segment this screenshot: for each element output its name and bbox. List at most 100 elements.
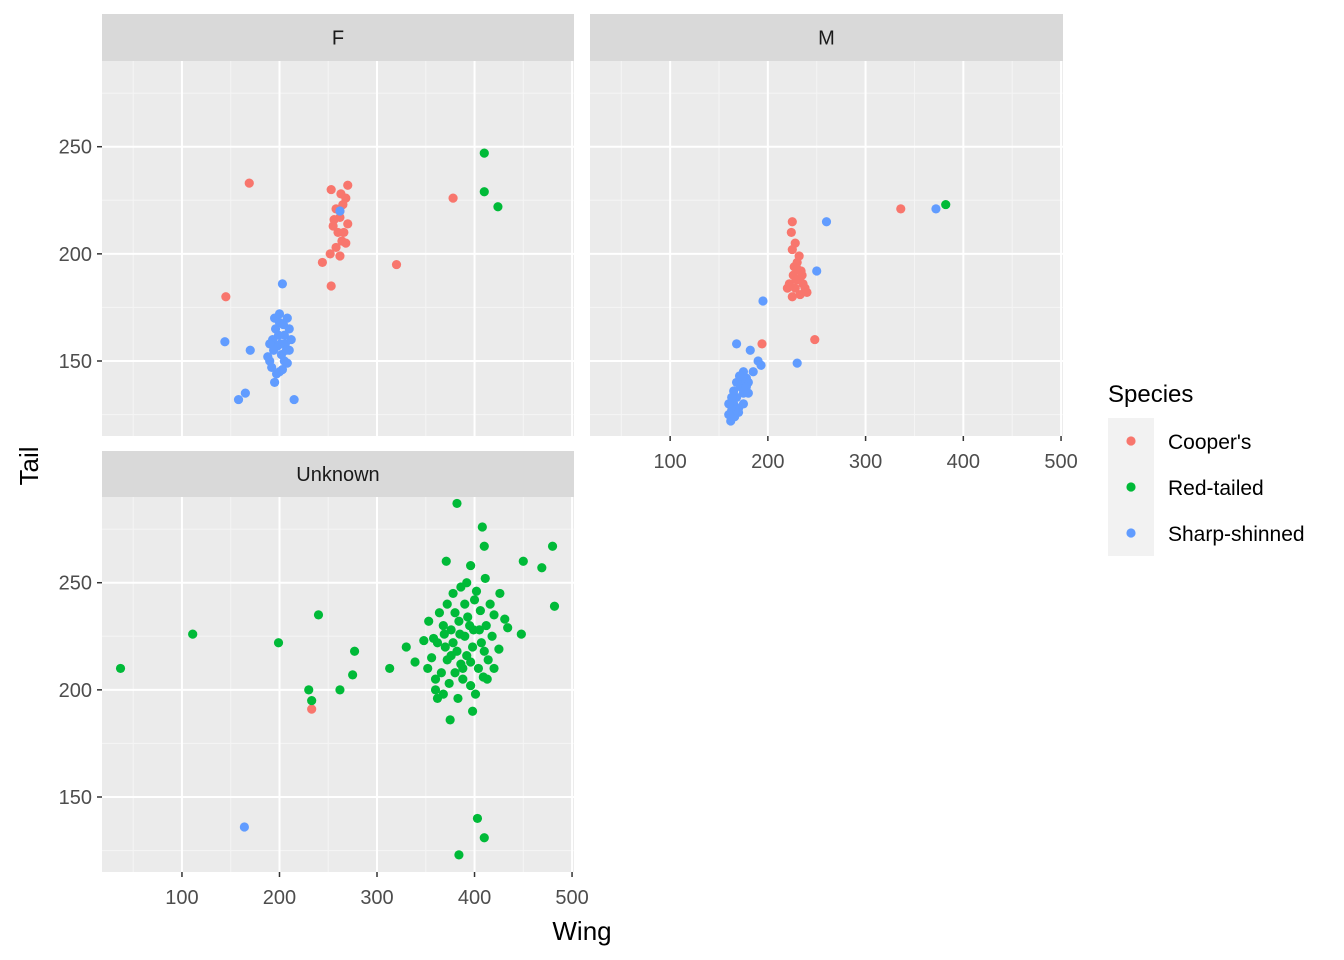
data-point [782, 283, 793, 293]
data-point [787, 217, 797, 227]
data-point [931, 204, 941, 214]
data-point [274, 309, 285, 319]
legend-label: Red-tailed [1168, 477, 1264, 500]
data-point [489, 663, 499, 674]
data-point [734, 371, 745, 381]
data-point [731, 339, 742, 349]
data-point [331, 242, 341, 253]
data-point [470, 689, 481, 699]
data-point [335, 685, 345, 695]
data-point [391, 259, 402, 270]
data-point [339, 227, 349, 238]
data-point [790, 283, 800, 293]
data-point [469, 595, 480, 605]
data-point [547, 541, 558, 551]
data-point [458, 674, 468, 684]
series-sharp-shinned [724, 204, 941, 426]
data-point [445, 715, 455, 725]
y-tick-label: 150 [59, 787, 92, 809]
data-point [479, 646, 489, 656]
data-point [450, 668, 460, 678]
data-point [460, 599, 470, 609]
data-point [494, 644, 504, 654]
data-point [448, 588, 458, 599]
data-point [269, 345, 279, 355]
x-tick-label: 300 [360, 887, 393, 909]
data-point [466, 657, 476, 667]
x-tick-label: 200 [263, 887, 296, 909]
data-point [474, 625, 485, 635]
legend-title: Species [1108, 381, 1193, 408]
x-tick-label: 500 [1044, 451, 1077, 473]
data-point [792, 264, 802, 274]
legend: Species Cooper's Red-tailed Sharp-shinned [1108, 381, 1305, 556]
y-tick-label: 250 [59, 573, 92, 595]
data-point [326, 184, 336, 195]
y-tick-label: 200 [59, 244, 92, 266]
data-point [475, 605, 485, 616]
y-tick-label: 150 [59, 351, 92, 373]
data-point [810, 334, 820, 345]
series-cooper-s [307, 704, 317, 714]
data-point [516, 629, 526, 639]
data-point [802, 287, 812, 298]
data-point [758, 296, 768, 306]
facet-strip-label: M [818, 28, 835, 50]
x-tick-label: 500 [555, 887, 588, 909]
data-point [441, 556, 451, 566]
data-point [477, 522, 487, 532]
series-red-tailed [941, 199, 951, 210]
data-point [812, 266, 822, 276]
data-point [743, 388, 753, 398]
series-cooper-s [757, 204, 906, 349]
data-point [275, 339, 286, 349]
data-point [448, 638, 458, 648]
data-point [537, 563, 547, 573]
series-sharp-shinned [239, 822, 249, 832]
data-point [281, 345, 291, 355]
data-point [797, 270, 807, 280]
data-point [440, 642, 450, 652]
data-point [341, 238, 351, 248]
data-point [289, 394, 299, 405]
data-point [444, 678, 454, 689]
data-point [424, 616, 434, 626]
facet-panel-m: M 100 200 300 400 500 [590, 14, 1078, 473]
data-point [455, 629, 465, 639]
data-point [745, 345, 755, 355]
data-point [821, 217, 832, 227]
data-point [278, 319, 288, 330]
series-red-tailed [479, 148, 503, 212]
data-point [188, 629, 198, 639]
x-tick-label: 400 [947, 451, 980, 473]
x-tick-label: 400 [458, 887, 491, 909]
data-point [485, 599, 495, 609]
data-point [434, 608, 445, 618]
facet-strip [102, 14, 574, 61]
series-red-tailed [115, 498, 560, 860]
data-point [448, 193, 458, 203]
data-point [270, 377, 280, 388]
x-tick-label: 300 [849, 451, 882, 473]
legend-key [1126, 482, 1136, 492]
data-point [446, 650, 456, 661]
facet-strip [590, 14, 1063, 61]
data-point [233, 394, 244, 405]
data-point [267, 362, 277, 373]
data-point [473, 663, 484, 674]
data-point [410, 657, 420, 667]
data-point [401, 642, 411, 652]
data-point [479, 148, 489, 158]
legend-key [1126, 436, 1136, 446]
data-point [313, 610, 324, 620]
data-point [343, 180, 353, 190]
data-point [748, 367, 758, 377]
legend-entries: Cooper's Red-tailed Sharp-shinned [1108, 418, 1305, 556]
data-point [304, 685, 314, 695]
series-sharp-shinned [220, 206, 345, 405]
data-point [277, 364, 288, 375]
panel-background [102, 497, 574, 872]
facet-strip [102, 451, 574, 497]
data-point [479, 187, 489, 197]
